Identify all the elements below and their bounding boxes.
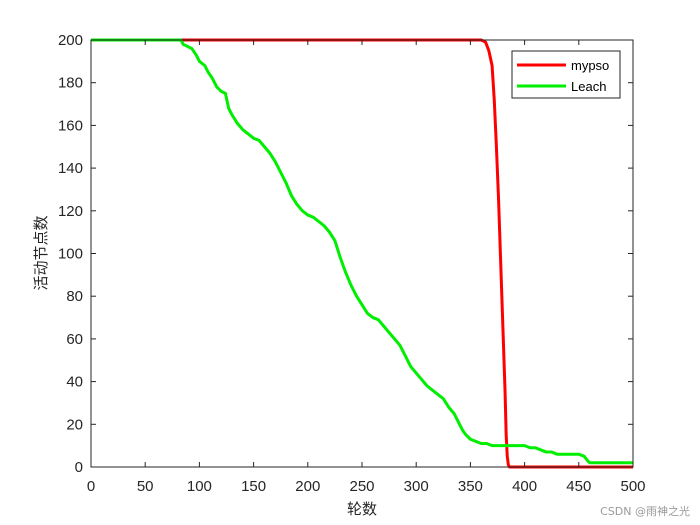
series-line-mypso bbox=[91, 38, 633, 469]
y-tick-label: 80 bbox=[66, 288, 83, 305]
plot-area bbox=[91, 40, 633, 467]
x-tick-label: 250 bbox=[349, 478, 374, 495]
legend: mypso Leach bbox=[511, 50, 621, 99]
y-tick-label: 140 bbox=[58, 160, 83, 177]
y-tick-label: 20 bbox=[66, 416, 83, 433]
x-tick-label: 0 bbox=[87, 478, 95, 495]
y-axis: 0 20 40 60 80 100 120 140 160 180 200 bbox=[58, 32, 633, 476]
y-tick-label: 160 bbox=[58, 117, 83, 134]
x-tick-label: 300 bbox=[404, 478, 429, 495]
x-axis: 0 50 100 150 200 250 300 350 400 450 500 bbox=[87, 40, 646, 495]
y-tick-label: 0 bbox=[75, 459, 83, 476]
y-tick-label: 40 bbox=[66, 374, 83, 391]
y-tick-label: 100 bbox=[58, 246, 83, 263]
legend-box bbox=[511, 50, 621, 99]
y-axis-title: 活动节点数 bbox=[32, 215, 50, 290]
legend-label-leach: Leach bbox=[571, 79, 606, 94]
x-tick-label: 500 bbox=[620, 478, 645, 495]
x-tick-label: 200 bbox=[295, 478, 320, 495]
x-tick-label: 150 bbox=[241, 478, 266, 495]
series-layer bbox=[91, 38, 633, 469]
y-tick-label: 200 bbox=[58, 32, 83, 49]
y-tick-label: 120 bbox=[58, 203, 83, 220]
legend-label-mypso: mypso bbox=[571, 58, 609, 73]
x-tick-label: 350 bbox=[458, 478, 483, 495]
y-tick-label: 180 bbox=[58, 75, 83, 92]
y-tick-label: 60 bbox=[66, 331, 83, 348]
watermark: CSDN @雨神之光 bbox=[600, 505, 690, 518]
series-line-leach bbox=[91, 38, 633, 465]
x-tick-label: 450 bbox=[566, 478, 591, 495]
x-tick-label: 400 bbox=[512, 478, 537, 495]
x-axis-title: 轮数 bbox=[347, 500, 377, 518]
x-tick-label: 50 bbox=[137, 478, 154, 495]
x-tick-label: 100 bbox=[187, 478, 212, 495]
